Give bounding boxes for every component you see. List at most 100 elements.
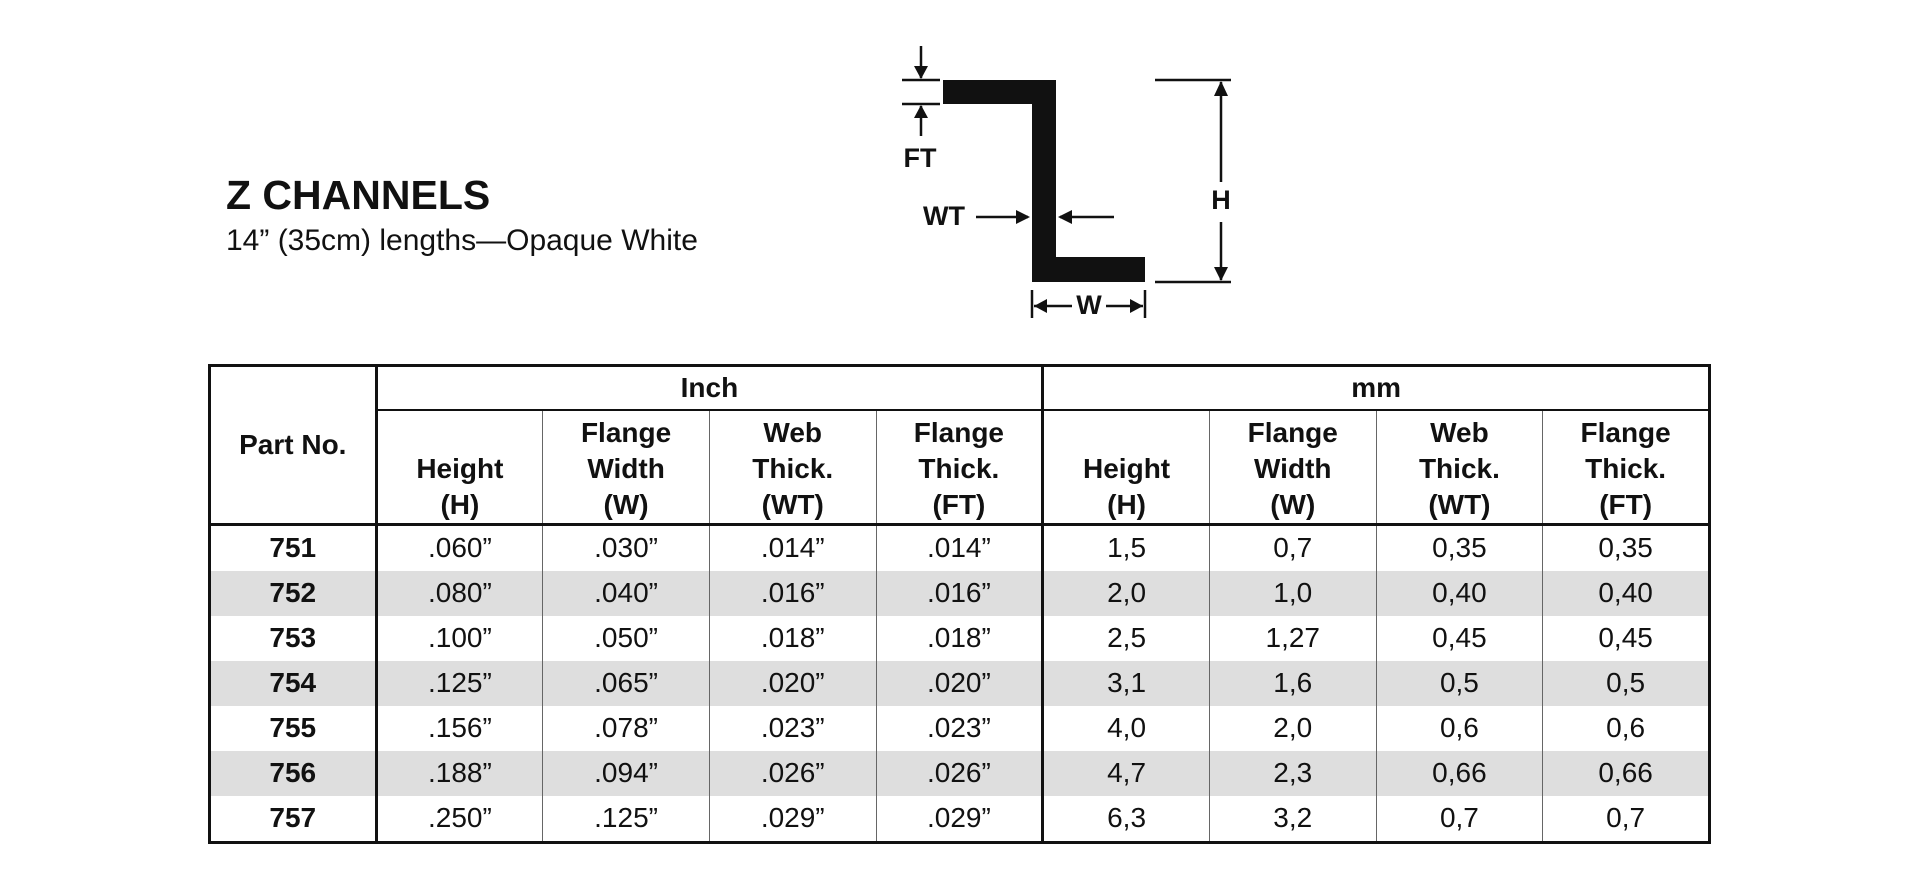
h-label: H: [1211, 185, 1231, 215]
cell: 0,45: [1542, 615, 1710, 661]
table-row: 756.188” .094” .026” .026” 4,7 2,3 0,66 0,66: [209, 750, 1710, 796]
cell: 3,1: [1041, 660, 1210, 706]
cell: .029”: [875, 795, 1043, 842]
column-header: Height (H): [1041, 409, 1210, 526]
cell: .014”: [875, 524, 1043, 571]
cell: .020”: [708, 660, 877, 706]
cell: 2,3: [1208, 750, 1377, 796]
column-row: Height (H) Flange Width (W) Web Thick. (WT…: [210, 409, 1710, 526]
group-row: Part No. Inch mm: [209, 365, 1710, 526]
column-header: Flange Width (W): [1208, 409, 1377, 526]
cell: 0,7: [1375, 795, 1543, 842]
table-body: 751.060” .030” .014” .014” 1,5 0,7 0,35 0,35 752…: [209, 524, 1710, 842]
part-number: 757: [269, 802, 317, 833]
cell: .065”: [542, 660, 710, 706]
cell: 1,27: [1208, 615, 1377, 661]
part-number: 752: [209, 570, 377, 616]
arrow-head: [914, 66, 928, 79]
cell: .094”: [542, 750, 710, 796]
column-header: Flange Thick. (FT): [875, 409, 1043, 526]
cell: .156”: [374, 705, 543, 751]
cell: .060”: [374, 524, 543, 571]
cell: .050”: [542, 615, 710, 661]
part-number: 751: [269, 532, 317, 563]
cell: 0,45: [1375, 615, 1543, 661]
cell: .080”: [374, 570, 543, 616]
cell: .125”: [374, 660, 543, 706]
title: Z CHANNELS: [226, 172, 491, 218]
part-number: 753: [269, 622, 317, 653]
cell: .016”: [708, 570, 877, 616]
cell: 0,6: [1375, 705, 1543, 751]
table-row: 751.060” .030” .014” .014” 1,5 0,7 0,35 0,35: [210, 524, 1710, 571]
cell: .040”: [542, 570, 710, 616]
table-row: 753.100” .050” .018” .018” 2,5 1,27 0,45 0,45: [210, 615, 1710, 661]
spec-table: Part No. Inch mm Height (H) Flange Width …: [208, 364, 1711, 844]
part-number: 755: [269, 712, 317, 743]
cell: 0,66: [1375, 750, 1543, 796]
cell: .023”: [708, 705, 877, 751]
group-header: Inch: [374, 365, 1043, 410]
cell: .020”: [875, 660, 1043, 706]
column-header: Web Thick. (WT): [1375, 409, 1543, 526]
cell: 0,66: [1542, 750, 1710, 796]
column-header: Flange Width (W): [542, 409, 710, 526]
cell: 0,40: [1542, 570, 1710, 616]
cell: .016”: [875, 570, 1043, 616]
part-header: Part No.: [209, 365, 377, 526]
w-label: W: [1076, 290, 1102, 320]
cell: 2,5: [1041, 615, 1210, 661]
cell: 1,5: [1041, 524, 1210, 571]
table-row: 752.080” .040” .016” .016” 2,0 1,0 0,40 0,40: [209, 570, 1710, 616]
arrow-head: [1016, 210, 1030, 224]
cell: 0,5: [1542, 660, 1710, 706]
cell: .250”: [374, 795, 543, 842]
arrow-head: [914, 105, 928, 118]
arrow-head: [1214, 267, 1228, 281]
arrow-head: [1034, 299, 1047, 313]
table-row: 755.156” .078” .023” .023” 4,0 2,0 0,6 0,6: [210, 705, 1710, 751]
wt-label: WT: [923, 201, 965, 231]
table-row: 757.250” .125” .029” .029” 6,3 3,2 0,7 0,7: [210, 795, 1710, 842]
cell: 4,0: [1041, 705, 1210, 751]
cell: .029”: [708, 795, 877, 842]
cell: .125”: [542, 795, 710, 842]
arrow-head: [1130, 299, 1143, 313]
cell: .078”: [542, 705, 710, 751]
cell: .018”: [875, 615, 1043, 661]
cell: .018”: [708, 615, 877, 661]
cell: 4,7: [1041, 750, 1210, 796]
cell: .188”: [374, 750, 543, 796]
column-header: Flange Thick. (FT): [1542, 409, 1710, 526]
column-header: Height (H): [374, 409, 543, 526]
cell: .026”: [708, 750, 877, 796]
arrow-head: [1058, 210, 1072, 224]
cell: 0,35: [1542, 524, 1710, 571]
column-header: Web Thick. (WT): [708, 409, 877, 526]
cell: 0,5: [1375, 660, 1543, 706]
z-profile: [943, 80, 1145, 282]
cell: 1,6: [1208, 660, 1377, 706]
cell: 0,7: [1208, 524, 1377, 571]
cell: 1,0: [1208, 570, 1377, 616]
cell: 3,2: [1208, 795, 1377, 842]
cell: 2,0: [1041, 570, 1210, 616]
arrow-head: [1214, 81, 1228, 96]
subtitle: 14” (35cm) lengths—Opaque White: [226, 224, 698, 257]
part-number: 756: [209, 750, 377, 796]
cell: 2,0: [1208, 705, 1377, 751]
cell: .023”: [875, 705, 1043, 751]
cell: 0,7: [1542, 795, 1710, 842]
cell: 0,6: [1542, 705, 1710, 751]
group-header: mm: [1041, 365, 1710, 410]
cell: 0,35: [1375, 524, 1543, 571]
cell: .100”: [374, 615, 543, 661]
cell: 0,40: [1375, 570, 1543, 616]
part-number: 754: [209, 660, 377, 706]
table-row: 754.125” .065” .020” .020” 3,1 1,6 0,5 0,5: [209, 660, 1710, 706]
cell: .030”: [542, 524, 710, 571]
ft-label: FT: [904, 143, 937, 173]
cell: .026”: [875, 750, 1043, 796]
